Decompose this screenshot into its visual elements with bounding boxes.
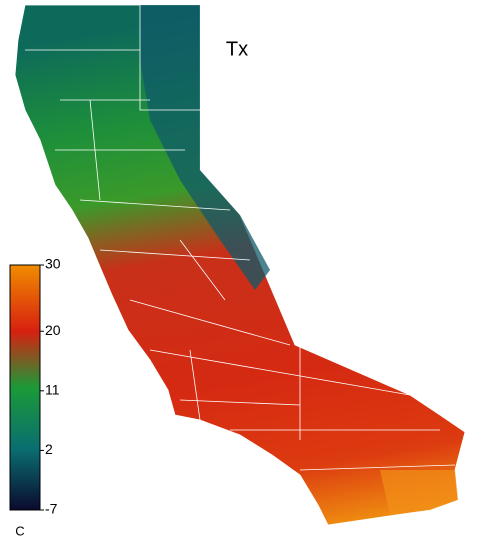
colorbar-tick-label: -7 — [45, 501, 58, 517]
county-lines — [25, 5, 456, 471]
colorbar-unit: C — [15, 523, 24, 538]
southeast-desert — [380, 470, 458, 515]
northeast-highlands — [140, 5, 270, 290]
colorbar-tick-label: 30 — [45, 256, 61, 272]
colorbar — [9, 264, 41, 511]
state-map — [14, 4, 466, 526]
colorbar-tick-label: 2 — [45, 441, 53, 457]
map-title: Tx — [226, 38, 248, 60]
colorbar-tick-label: 11 — [45, 382, 60, 398]
colorbar-tick-label: 20 — [45, 322, 61, 338]
